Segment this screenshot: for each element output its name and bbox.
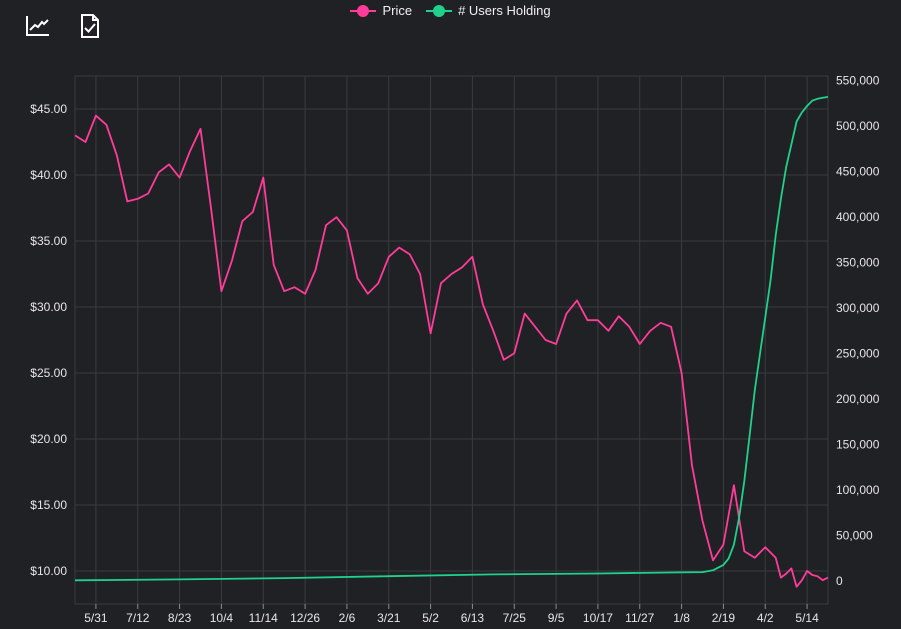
y-left-tick-label: $30.00 (30, 300, 67, 314)
y-right-tick-label: 250,000 (836, 347, 880, 361)
x-tick-label: 4/2 (757, 611, 774, 625)
y-right-tick-label: 0 (836, 574, 843, 588)
series-line-users (74, 96, 829, 582)
series-line-price (74, 114, 829, 588)
x-tick-label: 12/26 (290, 611, 320, 625)
x-tick-label: 1/8 (673, 611, 690, 625)
x-tick-label: 7/25 (503, 611, 527, 625)
y-left-tick-label: $10.00 (30, 564, 67, 578)
legend-label-price: Price (382, 3, 413, 18)
x-tick-label: 2/19 (712, 611, 736, 625)
x-tick-label: 8/23 (168, 611, 192, 625)
document-check-icon[interactable] (76, 12, 104, 40)
y-right-tick-label: 100,000 (836, 483, 880, 497)
x-tick-label: 5/14 (795, 611, 819, 625)
y-right-tick-label: 300,000 (836, 301, 880, 315)
y-right-tick-label: 550,000 (836, 74, 880, 88)
y-right-tick-label: 200,000 (836, 392, 880, 406)
legend-item-price[interactable]: Price (350, 3, 412, 18)
x-tick-label: 3/21 (377, 611, 401, 625)
x-tick-label: 10/4 (210, 611, 234, 625)
y-left-tick-label: $25.00 (30, 366, 67, 380)
x-axis: 5/31 7/12 8/23 10/4 11/14 12/26 2/6 3/21 5/2 6/13… (84, 604, 819, 625)
x-tick-label: 5/31 (84, 611, 108, 625)
y-left-tick-label: $15.00 (30, 498, 67, 512)
legend-item-users[interactable]: # Users Holding (426, 3, 551, 18)
y-right-tick-label: 400,000 (836, 210, 880, 224)
grid-lines (74, 75, 829, 605)
legend-swatch-users (426, 4, 453, 18)
x-tick-label: 10/17 (583, 611, 613, 625)
y-right-tick-label: 500,000 (836, 119, 880, 133)
x-tick-label: 5/2 (422, 611, 439, 625)
x-tick-label: 6/13 (461, 611, 485, 625)
y-left-tick-label: $35.00 (30, 234, 67, 248)
y-right-tick-label: 50,000 (836, 529, 873, 543)
series-lines (74, 96, 829, 588)
x-tick-label: 11/27 (625, 611, 654, 625)
x-tick-label: 7/12 (126, 611, 150, 625)
y-axis-right: 0 50,000 100,000 150,000 200,000 250,000 300,0… (836, 74, 880, 589)
plot-border (74, 75, 829, 605)
legend-swatch-price (350, 4, 377, 18)
y-right-tick-label: 450,000 (836, 165, 880, 179)
chart-legend: Price # Users Holding (0, 3, 901, 18)
y-left-tick-label: $20.00 (30, 432, 67, 446)
y-left-tick-label: $40.00 (30, 168, 67, 182)
y-axis-left: $10.00 $15.00 $20.00 $25.00 $30.00 $35.00 $40.… (30, 102, 67, 578)
line-chart-icon[interactable] (24, 12, 52, 40)
y-right-tick-label: 150,000 (836, 438, 880, 452)
x-tick-label: 9/5 (548, 611, 565, 625)
legend-label-users: # Users Holding (458, 3, 551, 18)
x-tick-label: 2/6 (339, 611, 356, 625)
y-right-tick-label: 350,000 (836, 256, 880, 270)
x-tick-label: 11/14 (249, 611, 278, 625)
y-left-tick-label: $45.00 (30, 102, 67, 116)
